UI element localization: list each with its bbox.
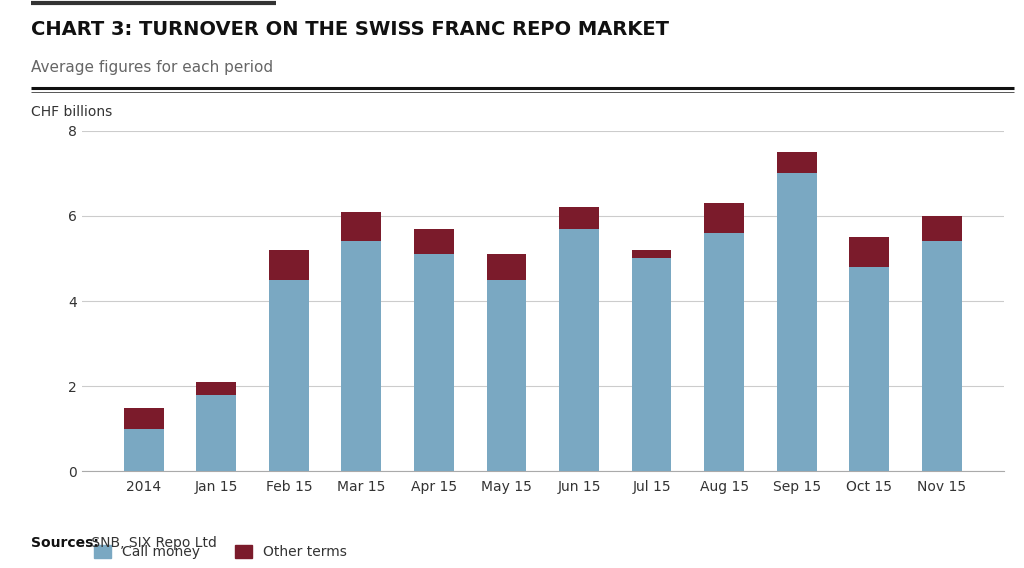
Bar [414, 254, 454, 471]
Text: Sources:: Sources: [31, 536, 98, 550]
Text: CHF billions: CHF billions [31, 105, 112, 119]
Bar [124, 429, 164, 471]
Bar [559, 207, 599, 228]
Bar [922, 241, 962, 471]
Bar [632, 250, 672, 258]
Bar [341, 211, 381, 241]
Bar [341, 241, 381, 471]
Bar [269, 280, 309, 471]
Bar [197, 382, 237, 395]
Text: SNB, SIX Repo Ltd: SNB, SIX Repo Ltd [87, 536, 217, 550]
Bar [197, 395, 237, 471]
Bar [849, 237, 889, 267]
Bar [632, 258, 672, 471]
Bar [705, 233, 744, 471]
Bar [705, 203, 744, 233]
Text: CHART 3: TURNOVER ON THE SWISS FRANC REPO MARKET: CHART 3: TURNOVER ON THE SWISS FRANC REP… [31, 20, 669, 39]
Bar [269, 250, 309, 280]
Bar [486, 280, 526, 471]
Bar [124, 408, 164, 429]
Bar [776, 152, 816, 173]
Bar [559, 228, 599, 471]
Bar [486, 254, 526, 280]
Bar [414, 228, 454, 254]
Legend: Call money, Other terms: Call money, Other terms [89, 540, 352, 565]
Bar [776, 173, 816, 471]
Bar [849, 267, 889, 471]
Text: Average figures for each period: Average figures for each period [31, 60, 272, 74]
Bar [922, 216, 962, 241]
